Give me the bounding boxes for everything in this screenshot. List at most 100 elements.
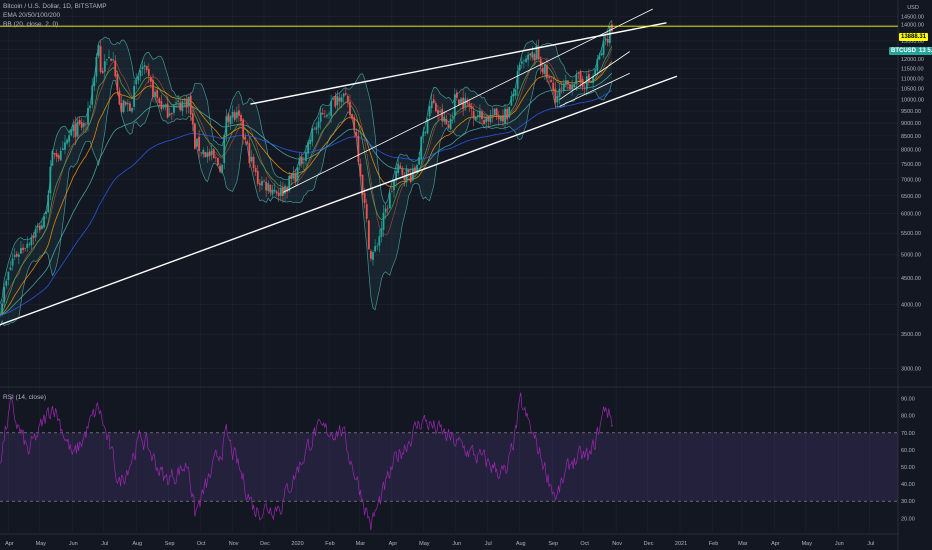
candle-body: [571, 85, 574, 90]
y-tick-label: 3000.00: [901, 367, 921, 373]
y-tick-label: 3500.00: [901, 332, 921, 338]
y-axis-unit: USD: [907, 5, 919, 11]
candle-body: [483, 120, 486, 125]
candle-body: [149, 77, 152, 82]
candle-body: [242, 119, 244, 138]
candle-body: [137, 76, 140, 81]
candle-body: [26, 243, 29, 248]
candle-body: [196, 138, 198, 147]
candle-body: [307, 142, 309, 154]
candle-body: [587, 74, 590, 83]
candle-body: [508, 106, 511, 118]
candle-body: [600, 53, 603, 56]
y-tick-label: 12000.00: [901, 57, 924, 63]
candle-body: [315, 127, 318, 130]
candle-body: [374, 246, 377, 252]
candle-body: [317, 121, 320, 128]
candle-body: [147, 69, 150, 76]
ema-label[interactable]: EMA 20/50/100/200: [3, 12, 61, 19]
candle-body: [126, 103, 129, 105]
candle-body: [145, 66, 148, 71]
candle-body: [531, 51, 534, 58]
x-tick-label: Nov: [229, 541, 239, 547]
candle-body: [181, 101, 184, 112]
candle-body: [470, 105, 473, 109]
x-tick-label: Jun: [835, 541, 844, 547]
y-tick-label: 11000.00: [901, 76, 924, 82]
candle-body: [175, 102, 177, 104]
candle-body: [382, 212, 385, 230]
candle-body: [206, 152, 209, 158]
candle-body: [342, 93, 345, 97]
symbol-line[interactable]: Bitcoin / U.S. Dollar, 1D, BITSTAMP: [3, 3, 107, 10]
bb-label[interactable]: BB (20, close, 2, 0): [3, 21, 59, 28]
candle-body: [495, 108, 498, 116]
candle-body: [212, 149, 215, 159]
candle-body: [367, 220, 370, 250]
candle-body: [428, 106, 431, 117]
candle-body: [493, 108, 496, 115]
candle-body: [103, 61, 106, 72]
level-value: 13888.31: [901, 34, 927, 40]
candle-body: [313, 128, 316, 130]
candle-body: [409, 173, 412, 183]
candle-body: [432, 99, 435, 103]
x-tick-label: Jul: [101, 541, 108, 547]
x-tick-label: 2021: [675, 541, 687, 547]
rsi-label[interactable]: RSI (14, close): [3, 394, 46, 401]
candle-body: [300, 156, 303, 165]
candle-body: [225, 116, 228, 136]
candle-body: [198, 136, 200, 152]
candle-body: [516, 71, 519, 89]
candle-body: [38, 225, 41, 231]
candle-body: [567, 80, 569, 85]
candle-body: [129, 103, 131, 112]
candle-body: [548, 76, 550, 78]
candle-body: [487, 115, 490, 122]
rsi-series: [0, 392, 614, 531]
candle-body: [252, 156, 255, 169]
candle-body: [271, 189, 274, 195]
candle-body: [474, 117, 477, 121]
candle-body: [89, 105, 92, 108]
rsi-legend: RSI (14, close): [3, 393, 46, 402]
candle-body: [68, 135, 71, 142]
candle-body: [481, 111, 483, 120]
candle-body: [363, 193, 366, 204]
candle-body: [311, 128, 314, 142]
y-tick-label: 6500.00: [901, 194, 921, 200]
candle-body: [298, 157, 301, 166]
candle-body: [514, 89, 517, 96]
y-tick-label: 8500.00: [901, 134, 921, 140]
bb-fill: [0, 20, 612, 327]
candle-body: [13, 255, 16, 257]
candle-body: [51, 151, 54, 166]
bb-lower: [0, 68, 613, 327]
candle-body: [468, 103, 471, 107]
candle-body: [28, 244, 31, 245]
candle-body: [338, 97, 341, 102]
candle-body: [177, 100, 180, 102]
candle-body: [506, 108, 509, 120]
candle-body: [55, 153, 58, 157]
trendline-wedge-upper: [282, 8, 653, 193]
candle-body: [466, 100, 469, 104]
candle-body: [575, 74, 578, 84]
candle-body: [141, 66, 144, 70]
candle-body: [357, 136, 360, 162]
candle-body: [376, 245, 379, 247]
y-tick-label: 14500.00: [901, 15, 924, 21]
candle-body: [217, 158, 219, 166]
x-tick-label: Sep: [165, 541, 175, 547]
candle-body: [59, 150, 62, 161]
y-tick-label: 7500.00: [901, 162, 921, 168]
candle-body: [533, 54, 536, 61]
candle-body: [24, 248, 27, 249]
candle-body: [97, 44, 100, 56]
candle-body: [305, 152, 307, 161]
trendlines[interactable]: [0, 8, 678, 326]
candle-body: [403, 175, 406, 181]
candle-body: [250, 156, 253, 162]
candle-body: [114, 60, 117, 77]
